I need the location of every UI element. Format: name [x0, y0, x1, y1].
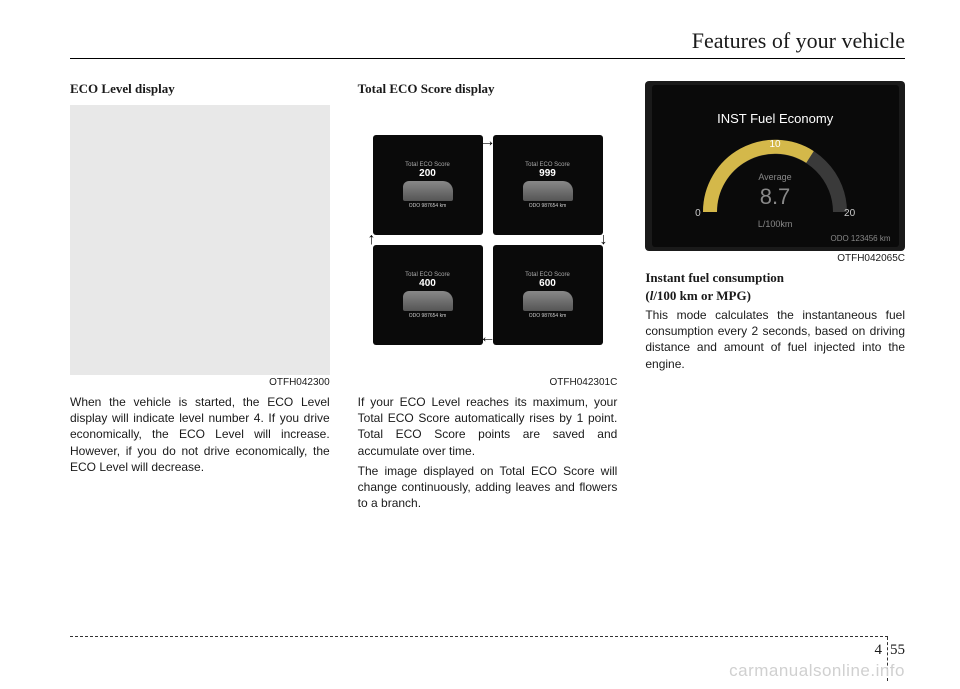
eco-cell: Total ECO Score 600 ODO 987654 km	[493, 245, 603, 345]
eco-odo: ODO 987654 km	[409, 203, 447, 209]
arrow-icon: ←	[480, 329, 496, 347]
car-icon	[523, 291, 573, 311]
subhead-eco-level: ECO Level display	[70, 81, 330, 97]
body-text: When the vehicle is started, the ECO Lev…	[70, 394, 330, 475]
caption-total-eco: OTFH042301C	[358, 377, 618, 388]
eco-odo: ODO 987654 km	[409, 313, 447, 319]
sub-fuel: (l/100 km or MPG)	[645, 288, 905, 304]
eco-grid: Total ECO Score 200 ODO 987654 km Total …	[373, 135, 603, 345]
content-columns: ECO Level display OTFH042300 When the ve…	[70, 81, 905, 515]
eco-score: 600	[539, 278, 556, 289]
col-fuel: INST Fuel Economy 10 Average 8.7 0 20	[645, 81, 905, 515]
section-num: 4	[875, 642, 883, 658]
gear-indicator: D	[363, 173, 371, 185]
body-fuel: This mode calculates the instantaneous f…	[645, 307, 905, 372]
subhead-total-eco: Total ECO Score display	[358, 81, 618, 97]
figure-fuel-gauge: INST Fuel Economy 10 Average 8.7 0 20	[645, 81, 905, 251]
gauge-unit: L/100km	[758, 219, 793, 229]
lead-fuel: Instant fuel consumption	[645, 270, 905, 286]
eco-score: 200	[419, 168, 436, 179]
caption-fuel: OTFH042065C	[645, 253, 905, 264]
car-icon	[403, 181, 453, 201]
gauge-title: INST Fuel Economy	[717, 111, 833, 126]
gauge-hi: 20	[844, 208, 855, 219]
body-text: This mode calculates the instantaneous f…	[645, 307, 905, 372]
col-total-eco: Total ECO Score display Total ECO Score …	[358, 81, 618, 515]
car-icon	[403, 291, 453, 311]
eco-odo: ODO 987654 km	[529, 313, 567, 319]
arrow-icon: →	[480, 133, 496, 151]
figure-eco-level	[70, 105, 330, 375]
car-icon	[523, 181, 573, 201]
body-text: If your ECO Level reaches its maximum, y…	[358, 394, 618, 459]
col-eco-level: ECO Level display OTFH042300 When the ve…	[70, 81, 330, 515]
eco-odo: ODO 987654 km	[529, 203, 567, 209]
gauge-odo: ODO 123456 km	[830, 234, 890, 243]
gauge-lo: 0	[695, 208, 701, 219]
body-text: The image displayed on Total ECO Score w…	[358, 463, 618, 512]
figure-total-eco: Total ECO Score 200 ODO 987654 km Total …	[358, 105, 618, 375]
arrow-icon: ↓	[600, 231, 608, 249]
gauge-tick: 10	[770, 139, 782, 150]
eco-score: 999	[539, 168, 556, 179]
body-eco-level: When the vehicle is started, the ECO Lev…	[70, 394, 330, 475]
footer-rule	[70, 636, 888, 637]
eco-cell: Total ECO Score 999 ODO 987654 km	[493, 135, 603, 235]
eco-cell: Total ECO Score 400 ODO 987654 km	[373, 245, 483, 345]
eco-cell: Total ECO Score 200 ODO 987654 km	[373, 135, 483, 235]
gauge-range: 0 20	[695, 208, 855, 219]
page-number: 4 55	[875, 642, 906, 659]
page-header: Features of your vehicle	[70, 28, 905, 59]
body-total-eco: If your ECO Level reaches its maximum, y…	[358, 394, 618, 511]
caption-eco-level: OTFH042300	[70, 377, 330, 388]
page-num: 55	[890, 642, 905, 658]
avg-val: 8.7	[760, 184, 791, 209]
arrow-icon: ↑	[368, 231, 376, 249]
gear-indicator: D	[605, 295, 613, 307]
avg-label: Average	[758, 172, 791, 182]
eco-score: 400	[419, 278, 436, 289]
gear-indicator: D	[605, 173, 613, 185]
header-title: Features of your vehicle	[692, 28, 905, 53]
fuel-panel: INST Fuel Economy 10 Average 8.7 0 20	[652, 85, 899, 247]
gear-indicator: D	[363, 295, 371, 307]
watermark: carmanualsonline.info	[729, 661, 905, 681]
